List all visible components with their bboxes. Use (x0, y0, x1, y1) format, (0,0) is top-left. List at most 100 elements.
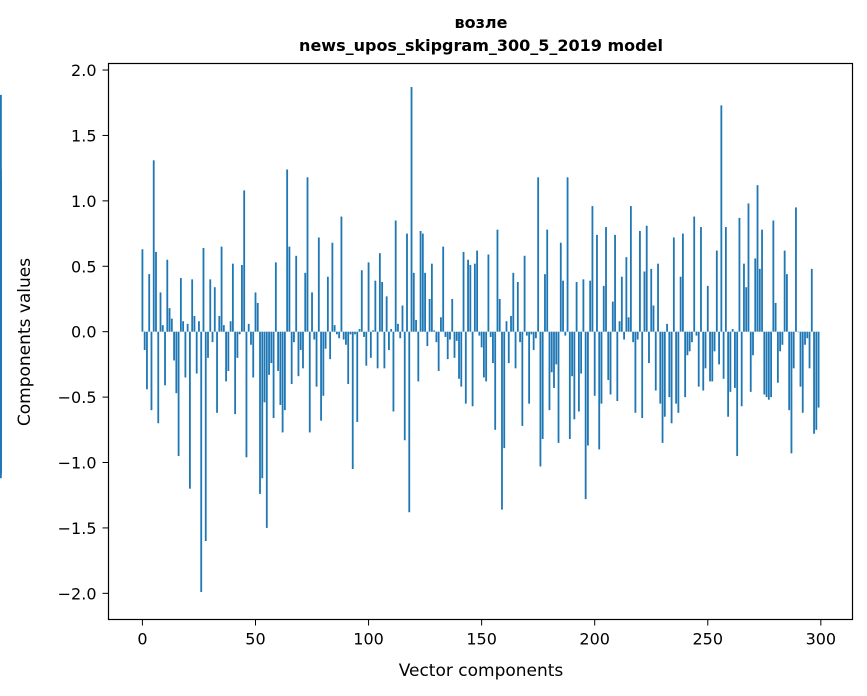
bar-component-191 (573, 331, 576, 420)
bar-component-10 (164, 331, 166, 386)
bar-component-163 (510, 315, 512, 332)
bar-component-181 (550, 331, 553, 373)
y-tick-label: 2.0 (71, 61, 96, 80)
bar-component-117 (406, 233, 408, 332)
bar-component-251 (709, 331, 711, 382)
bar-component-38 (227, 331, 230, 371)
bar-component-99 (365, 331, 368, 366)
bar-component-94 (354, 331, 356, 335)
bar-component-106 (381, 281, 384, 332)
chart-title: возле (455, 13, 508, 32)
bar-component-122 (417, 331, 420, 382)
bar-component-56 (268, 331, 270, 375)
bar-component-296 (810, 268, 813, 332)
bar-component-45 (243, 190, 246, 332)
bar-component-269 (749, 331, 752, 392)
bar-component-40 (231, 263, 234, 332)
bar-component-261 (731, 329, 734, 332)
bar-component-272 (756, 185, 759, 332)
bar-component-8 (159, 292, 162, 332)
bar-component-13 (170, 318, 173, 332)
bar-component-284 (783, 250, 786, 332)
bar-component-130 (435, 331, 438, 343)
bar-component-43 (238, 331, 241, 335)
bar-component-241 (686, 331, 689, 356)
bar-component-86 (336, 331, 338, 335)
plot-frame (107, 62, 854, 621)
bar-component-212 (620, 276, 623, 332)
bar-component-165 (514, 331, 517, 369)
bar-component-73 (306, 177, 309, 332)
bar-component-277 (767, 331, 770, 400)
y-axis-label: Components values (15, 258, 35, 426)
bar-component-30 (209, 279, 212, 332)
bar-component-214 (625, 257, 628, 332)
bar-component-298 (815, 331, 818, 430)
x-tick-label: 200 (579, 630, 610, 649)
bar-component-109 (388, 331, 390, 351)
bar-component-270 (752, 331, 754, 356)
bar-component-undefined (0, 331, 2, 424)
bar-component-162 (507, 331, 510, 364)
bar-component-36 (222, 325, 225, 332)
bar-component-178 (544, 274, 546, 332)
bar-component-176 (539, 331, 542, 467)
x-tick-label: 0 (137, 630, 147, 649)
chart-subtitle: news_upos_skipgram_300_5_2019 model (299, 36, 663, 55)
bar-component-81 (324, 331, 327, 349)
bar-component-174 (535, 331, 537, 339)
bar-component-26 (200, 331, 203, 593)
bar-component-221 (641, 331, 644, 419)
bar-component-295 (808, 331, 811, 369)
bar-component-23 (193, 315, 196, 332)
bar-component-290 (797, 331, 800, 333)
bar-component-127 (428, 298, 431, 332)
bar-component-190 (571, 331, 573, 377)
bar-component-164 (512, 272, 515, 332)
bar-component-77 (315, 331, 318, 387)
bar-component-49 (252, 331, 255, 378)
bar-component-34 (218, 315, 221, 332)
bar-component-157 (496, 229, 499, 332)
bar-component-58 (272, 331, 275, 419)
bar-component-294 (806, 331, 809, 339)
bar-component-216 (629, 206, 632, 332)
bar-component-111 (392, 331, 395, 412)
bar-component-59 (274, 262, 277, 332)
bar-component-291 (799, 331, 802, 387)
bar-component-132 (440, 317, 442, 332)
bars-group (0, 87, 820, 593)
bar-component-16 (177, 331, 180, 456)
bar-component-160 (503, 331, 506, 449)
bar-component-0 (141, 249, 144, 332)
bar-component-33 (216, 331, 218, 413)
bar-component-156 (494, 331, 497, 430)
bar-component-257 (722, 331, 725, 379)
bar-component-196 (584, 331, 587, 500)
bar-component-149 (478, 331, 481, 336)
bar-component-278 (770, 331, 772, 398)
bar-component-142 (462, 251, 465, 332)
bar-component-5 (152, 160, 155, 332)
bar-component-236 (675, 331, 678, 404)
bar-component-84 (331, 242, 334, 332)
bar-component-175 (537, 177, 540, 332)
bar-component-213 (623, 331, 625, 340)
bar-component-134 (444, 331, 447, 337)
bar-component-206 (607, 331, 610, 381)
bar-component-123 (419, 230, 422, 332)
bar-component-11 (166, 259, 169, 332)
x-tick-label: 300 (806, 630, 837, 649)
bar-component-135 (446, 331, 449, 360)
bar-component-194 (580, 331, 583, 374)
bar-component-183 (555, 331, 558, 365)
bar-component-42 (236, 331, 239, 358)
bar-component-182 (553, 331, 555, 388)
bar-component-72 (304, 272, 307, 332)
bar-component-undefined (0, 94, 2, 332)
bar-component-264 (738, 217, 741, 332)
bar-component-17 (179, 278, 182, 332)
bar-component-230 (661, 331, 664, 443)
bar-component-253 (713, 331, 716, 352)
